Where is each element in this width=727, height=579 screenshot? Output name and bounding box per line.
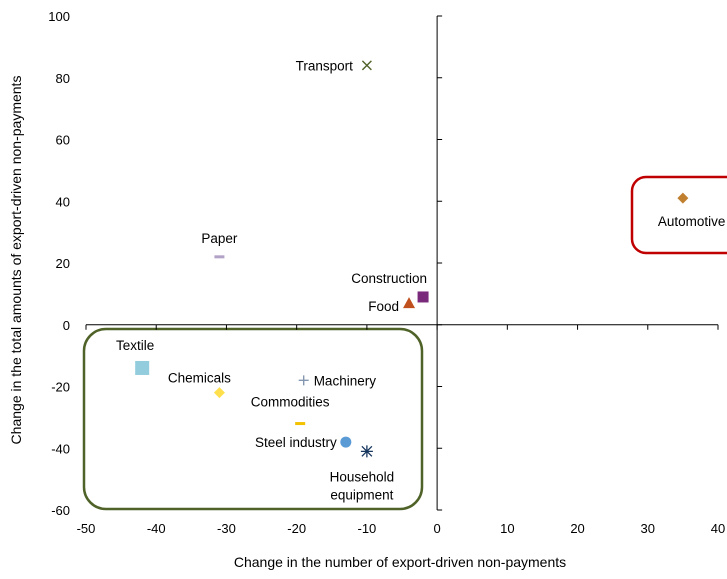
point-machinery (298, 375, 309, 386)
point-food (403, 297, 416, 309)
y-tick-label: -40 (51, 441, 70, 456)
point-chemicals (213, 387, 225, 399)
point-steel-industry (340, 436, 352, 448)
label-chemicals: Chemicals (168, 371, 231, 386)
x-tick-label: 10 (500, 521, 514, 536)
label-paper: Paper (201, 231, 238, 246)
label-steel-industry: Steel industry (255, 435, 337, 450)
x-tick-label: -40 (147, 521, 166, 536)
label-household-equipment: Household equipment (330, 469, 395, 502)
point-paper (214, 255, 225, 259)
y-tick-label: 100 (48, 9, 70, 24)
highlight-box-lower-left (82, 327, 424, 511)
label-construction: Construction (351, 271, 427, 286)
label-textile: Textile (116, 338, 154, 353)
y-tick-label: -60 (51, 503, 70, 518)
y-tick-label: 80 (56, 71, 70, 86)
y-tick-label: 0 (63, 318, 70, 333)
label-food: Food (368, 299, 399, 314)
label-automotive: Automotive (658, 214, 726, 229)
y-axis-title: Change in the total amounts of export-dr… (8, 76, 24, 445)
x-tick-label: 40 (711, 521, 725, 536)
y-tick-label: 40 (56, 194, 70, 209)
point-textile (135, 360, 150, 375)
point-transport (361, 60, 372, 71)
x-tick-label: 0 (433, 521, 440, 536)
y-tick-label: 60 (56, 133, 70, 148)
x-tick-label: 30 (641, 521, 655, 536)
x-axis-title: Change in the number of export-driven no… (234, 554, 566, 570)
y-tick-label: -20 (51, 380, 70, 395)
point-construction (417, 291, 429, 303)
label-machinery: Machinery (314, 373, 377, 388)
x-tick-label: -30 (217, 521, 236, 536)
x-tick-label: -20 (287, 521, 306, 536)
x-tick-label: -50 (77, 521, 96, 536)
point-commodities (295, 422, 306, 426)
x-tick-label: -10 (357, 521, 376, 536)
x-tick-label: 20 (570, 521, 584, 536)
label-transport: Transport (296, 58, 354, 73)
point-automotive (677, 192, 689, 204)
point-household-equipment (360, 445, 373, 458)
label-commodities: Commodities (251, 395, 330, 410)
highlight-box-automotive (630, 175, 727, 255)
y-tick-label: 20 (56, 256, 70, 271)
